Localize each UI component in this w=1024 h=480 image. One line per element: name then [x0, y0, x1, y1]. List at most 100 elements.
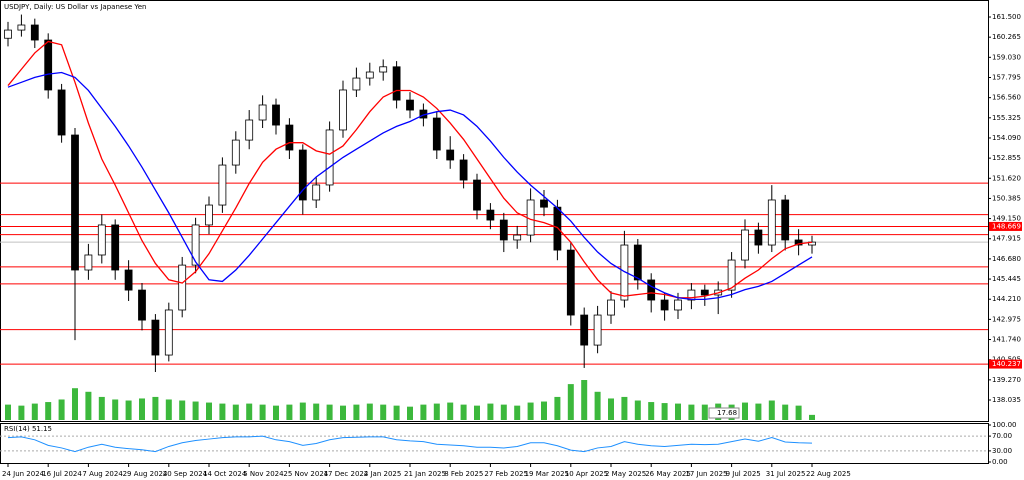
volume-bar [340, 405, 346, 420]
volume-bar [782, 404, 789, 420]
volume-bar [447, 402, 454, 420]
y-tick-label: 146.680 [992, 255, 1021, 263]
candle-body [258, 104, 267, 121]
candle-body [432, 117, 441, 151]
candle-body [633, 244, 642, 281]
candle-body [178, 264, 187, 311]
candle-body [4, 29, 12, 39]
candle-body [124, 269, 133, 291]
candle-body [580, 314, 589, 346]
candle-body [808, 241, 816, 246]
x-tick-label: 21 Jan 2025 [404, 470, 446, 478]
y-tick-label: 152.855 [992, 154, 1021, 162]
volume-bar [420, 404, 427, 420]
candle-body [379, 66, 388, 73]
x-tick-label: 2 Jan 2025 [364, 470, 402, 478]
level-label-box [989, 359, 1022, 369]
volume-bar [688, 404, 695, 420]
y-tick-label: 156.560 [992, 94, 1021, 102]
y-tick-label: 138.035 [992, 396, 1021, 404]
y-tick-label: 141.740 [992, 336, 1021, 344]
main-pane-frame [0, 0, 989, 422]
candle-body [473, 179, 481, 211]
level-label: 148.669 [992, 222, 1021, 230]
rsi-title: RSI(14) 51.15 [4, 425, 52, 433]
volume-bar [675, 403, 681, 420]
volume-bar [742, 402, 748, 420]
y-tick-label: 149.150 [992, 215, 1021, 223]
volume-bar [313, 403, 320, 420]
volume-bar [567, 384, 574, 420]
volume-bar [85, 391, 92, 420]
volume-bar [219, 403, 226, 420]
candle-body [325, 129, 334, 186]
candle-body [392, 66, 401, 101]
x-tick-label: 20 Sep 2024 [163, 470, 208, 478]
volume-bar [232, 404, 239, 420]
candle-body [754, 229, 763, 246]
candle-body [17, 24, 26, 31]
candle-body [593, 314, 602, 346]
candle-body [446, 149, 455, 161]
candle-body [231, 139, 240, 166]
x-tick-label: 16 Jul 2024 [42, 470, 82, 478]
volume-bar [768, 400, 775, 420]
y-tick-label: 155.325 [992, 114, 1021, 122]
volume-bar [634, 400, 641, 420]
x-tick-label: 2 May 2025 [605, 470, 646, 478]
volume-bar [353, 404, 360, 420]
x-tick-label: 5 Nov 2024 [243, 470, 284, 478]
x-tick-label: 9 Jul 2025 [726, 470, 761, 478]
volume-bar [701, 404, 708, 420]
volume-bar [58, 399, 65, 420]
candle-body [727, 259, 736, 291]
volume-bar [460, 404, 467, 420]
y-tick-label: 161.500 [992, 13, 1021, 21]
volume-bar [500, 404, 507, 420]
candle-body [312, 184, 321, 201]
candle-body [486, 209, 495, 221]
candle-body [138, 289, 146, 321]
y-tick-label: 157.795 [992, 73, 1021, 81]
candle-body [205, 204, 213, 226]
volume-bar [527, 402, 534, 420]
volume-bar [246, 403, 253, 420]
y-tick-label: 160.265 [992, 33, 1021, 41]
volume-bar [366, 403, 373, 420]
volume-bar [474, 405, 480, 420]
candle-body [741, 229, 749, 261]
volume-bar [755, 403, 762, 420]
volume-bar [514, 405, 521, 420]
y-tick-label: 142.975 [992, 315, 1021, 323]
volume-bar [165, 399, 172, 420]
volume-bar [594, 391, 601, 420]
candle-body [647, 279, 656, 301]
x-tick-label: 26 May 2025 [645, 470, 691, 478]
x-tick-label: 10 Apr 2025 [565, 470, 608, 478]
volume-bar [45, 402, 52, 420]
candle-body [44, 39, 53, 91]
x-tick-label: 27 Feb 2025 [484, 470, 528, 478]
volume-bar [206, 402, 212, 420]
candle-body [513, 234, 522, 241]
candle-body [245, 119, 254, 141]
volume-label: 17.68 [717, 409, 737, 417]
candle-body [767, 199, 776, 246]
volume-bar [299, 402, 306, 420]
rsi-line [7, 435, 813, 453]
candle-body [660, 299, 669, 311]
volume-bar [809, 414, 815, 420]
candle-body [339, 89, 347, 131]
level-label-box [989, 221, 1022, 231]
volume-bar [326, 404, 333, 420]
x-tick-label: 25 Nov 2024 [283, 470, 328, 478]
candle-body [111, 224, 120, 271]
volume-bar [5, 404, 11, 420]
candle-body [84, 254, 93, 271]
candle-body [781, 199, 790, 241]
candle-body [298, 149, 307, 201]
volume-bar [139, 398, 145, 420]
volume-bar [273, 405, 279, 420]
chart-title: USDJPY, Daily: US Dollar vs Japanese Yen [4, 3, 146, 11]
volume-bar [192, 401, 199, 420]
